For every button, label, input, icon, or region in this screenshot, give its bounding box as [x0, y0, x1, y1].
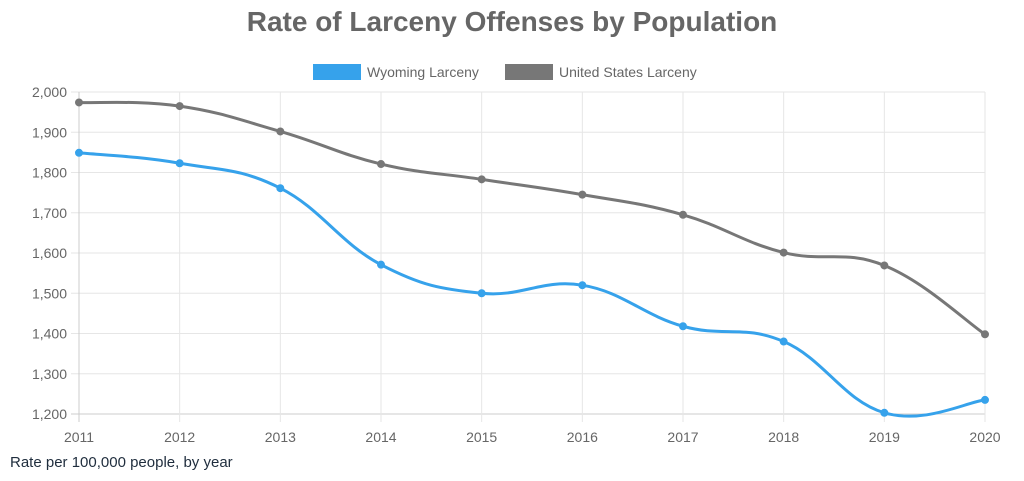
y-tick-label: 1,700	[32, 205, 67, 221]
data-point-united-states[interactable]	[981, 330, 989, 339]
y-tick-label: 1,200	[32, 406, 67, 422]
data-point-wyoming[interactable]	[679, 322, 687, 331]
x-tick-label: 2017	[667, 429, 698, 445]
data-point-wyoming[interactable]	[578, 281, 587, 290]
series-line-united-states	[78, 100, 986, 336]
chart-caption: Rate per 100,000 people, by year	[10, 454, 233, 471]
data-point-wyoming[interactable]	[880, 408, 889, 417]
data-point-united-states[interactable]	[578, 190, 587, 199]
x-tick-label: 2012	[164, 429, 195, 445]
x-tick-label: 2015	[466, 429, 497, 445]
legend-label: United States Larceny	[559, 64, 697, 80]
legend-item-wyoming[interactable]: Wyoming Larceny	[313, 64, 479, 80]
chart-legend[interactable]: Wyoming Larceny United States Larceny	[313, 64, 697, 80]
data-point-wyoming[interactable]	[477, 289, 486, 298]
y-tick-label: 1,900	[32, 124, 67, 140]
x-tick-label: 2019	[869, 429, 900, 445]
data-point-united-states[interactable]	[477, 175, 486, 184]
y-tick-label: 1,500	[32, 285, 67, 301]
data-point-united-states[interactable]	[880, 261, 889, 270]
x-axis: 2011 2012 2013 2014 2015 2016 2017 2018 2019 2020	[64, 429, 1001, 445]
data-point-wyoming[interactable]	[276, 184, 285, 193]
y-tick-label: 1,600	[32, 245, 67, 261]
data-point-united-states[interactable]	[779, 248, 788, 257]
legend-swatch	[313, 64, 361, 80]
data-point-wyoming[interactable]	[175, 159, 184, 168]
x-tick-label: 2014	[365, 429, 396, 445]
data-point-wyoming[interactable]	[779, 337, 788, 346]
data-point-wyoming[interactable]	[981, 395, 989, 404]
chart-grid	[71, 91, 986, 422]
legend-item-united-states[interactable]: United States Larceny	[505, 64, 697, 80]
chart-series	[75, 98, 989, 418]
x-tick-label: 2011	[64, 429, 94, 445]
x-tick-label: 2013	[265, 429, 296, 445]
data-point-united-states[interactable]	[276, 127, 285, 136]
y-tick-label: 1,300	[32, 366, 67, 382]
y-axis: 1,200 1,300 1,400 1,500 1,600 1,700 1,800 1,900…	[32, 84, 67, 422]
legend-label: Wyoming Larceny	[367, 64, 479, 80]
y-tick-label: 2,000	[32, 84, 67, 100]
data-point-united-states[interactable]	[175, 102, 184, 111]
series-line-wyoming	[78, 151, 986, 418]
legend-swatch	[505, 64, 553, 80]
y-tick-label: 1,400	[32, 326, 67, 342]
data-point-wyoming[interactable]	[377, 260, 385, 269]
x-tick-label: 2020	[969, 429, 1000, 445]
chart-title: Rate of Larceny Offenses by Population	[246, 6, 778, 37]
x-tick-label: 2018	[768, 429, 799, 445]
data-point-united-states[interactable]	[377, 160, 385, 169]
y-tick-label: 1,800	[32, 165, 67, 181]
x-tick-label: 2016	[567, 429, 598, 445]
data-point-united-states[interactable]	[679, 210, 687, 219]
data-point-united-states[interactable]	[75, 98, 83, 107]
data-point-wyoming[interactable]	[75, 148, 83, 157]
